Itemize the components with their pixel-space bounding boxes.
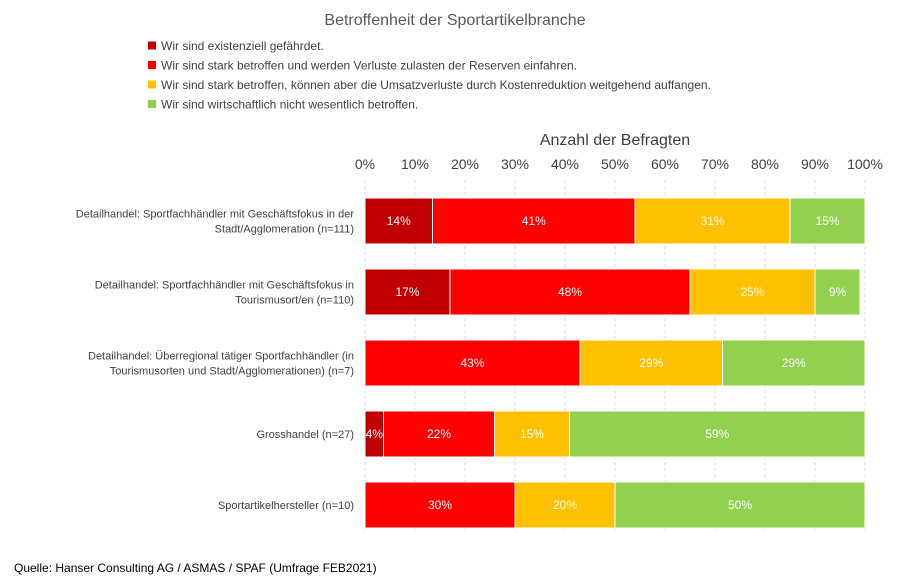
x-tick-label: 80% [751, 156, 779, 172]
x-tick-label: 100% [847, 156, 883, 172]
category-label: Tourismusort/en (n=110) [235, 295, 354, 307]
data-label: 15% [520, 427, 544, 441]
x-tick-label: 20% [451, 156, 479, 172]
data-label: 29% [782, 356, 806, 370]
source-footer: Quelle: Hanser Consulting AG / ASMAS / S… [14, 561, 377, 575]
x-tick-label: 10% [401, 156, 429, 172]
x-axis-title: Anzahl der Befragten [540, 132, 690, 149]
category-label: Detailhandel: Überregional tätiger Sport… [88, 351, 354, 363]
bar-segment [789, 197, 866, 245]
category-label: Detailhandel: Sportfachhändler mit Gesch… [76, 209, 355, 221]
bar-segment [432, 197, 636, 245]
legend-swatch-1 [148, 41, 156, 50]
bar-segment [364, 197, 433, 245]
x-tick-label: 50% [601, 156, 629, 172]
legend-label-3: Wir sind stark betroffen, können aber di… [161, 78, 711, 92]
category-label: Grosshandel (n=27) [256, 429, 354, 441]
x-tick-label: 90% [801, 156, 829, 172]
data-label: 59% [705, 427, 729, 441]
data-label: 29% [639, 356, 663, 370]
data-label: 4% [366, 427, 384, 441]
bar-segment [364, 268, 451, 316]
data-label: 17% [395, 285, 419, 299]
legend-label-4: Wir sind wirtschaftlich nicht wesentlich… [161, 98, 418, 112]
data-label: 48% [558, 285, 582, 299]
x-tick-label: 0% [355, 156, 375, 172]
data-label: 20% [553, 498, 577, 512]
bar-segment [689, 268, 816, 316]
bar-segment [814, 268, 861, 316]
data-label: 41% [522, 214, 546, 228]
data-label: 14% [387, 214, 411, 228]
bar-segment [722, 339, 866, 387]
category-label: Stadt/Agglomeration (n=111) [215, 224, 354, 236]
x-tick-label: 30% [501, 156, 529, 172]
data-label: 25% [740, 285, 764, 299]
bar-segment [383, 410, 495, 458]
bar-segment [614, 481, 866, 529]
legend-swatch-3 [148, 80, 156, 89]
legend: Wir sind existenziell gefährdet. Wir sind… [148, 39, 711, 112]
data-label: 43% [460, 356, 484, 370]
legend-swatch-4 [148, 100, 156, 108]
legend-swatch-2 [148, 61, 156, 69]
category-labels: Detailhandel: Sportfachhändler mit Gesch… [76, 209, 355, 513]
chart-title: Betroffenheit der Sportartikelbranche [324, 12, 585, 29]
x-tick-label: 60% [651, 156, 679, 172]
bar-segment [634, 197, 791, 245]
legend-label-2: Wir sind stark betroffen und werden Verl… [161, 59, 577, 73]
bar-segment [364, 339, 581, 387]
data-label: 9% [829, 285, 847, 299]
category-label: Sportartikelhersteller (n=10) [218, 500, 354, 512]
data-label: 31% [700, 214, 724, 228]
legend-label-1: Wir sind existenziell gefährdet. [161, 39, 324, 53]
data-label: 22% [427, 427, 451, 441]
bars: 14%41%31%15%17%48%25%9%%43%29%29%4%22%15… [364, 197, 866, 529]
bar-segment [364, 481, 516, 529]
bar-segment [449, 268, 691, 316]
bar-segment [514, 481, 616, 529]
x-tick-label: 70% [701, 156, 729, 172]
bar-segment [569, 410, 866, 458]
category-label: Tourismusorten und Stadt/Agglomerationen… [110, 366, 354, 378]
x-tick-label: 40% [551, 156, 579, 172]
bar-segment [579, 339, 723, 387]
data-label: 15% [815, 214, 839, 228]
data-label: 50% [728, 498, 752, 512]
x-axis-ticks: 0% 10% 20% 30% 40% 50% 60% 70% 80% 90% 100% [355, 156, 883, 172]
category-label: Detailhandel: Sportfachhändler mit Gesch… [95, 280, 354, 292]
data-label: 30% [428, 498, 452, 512]
